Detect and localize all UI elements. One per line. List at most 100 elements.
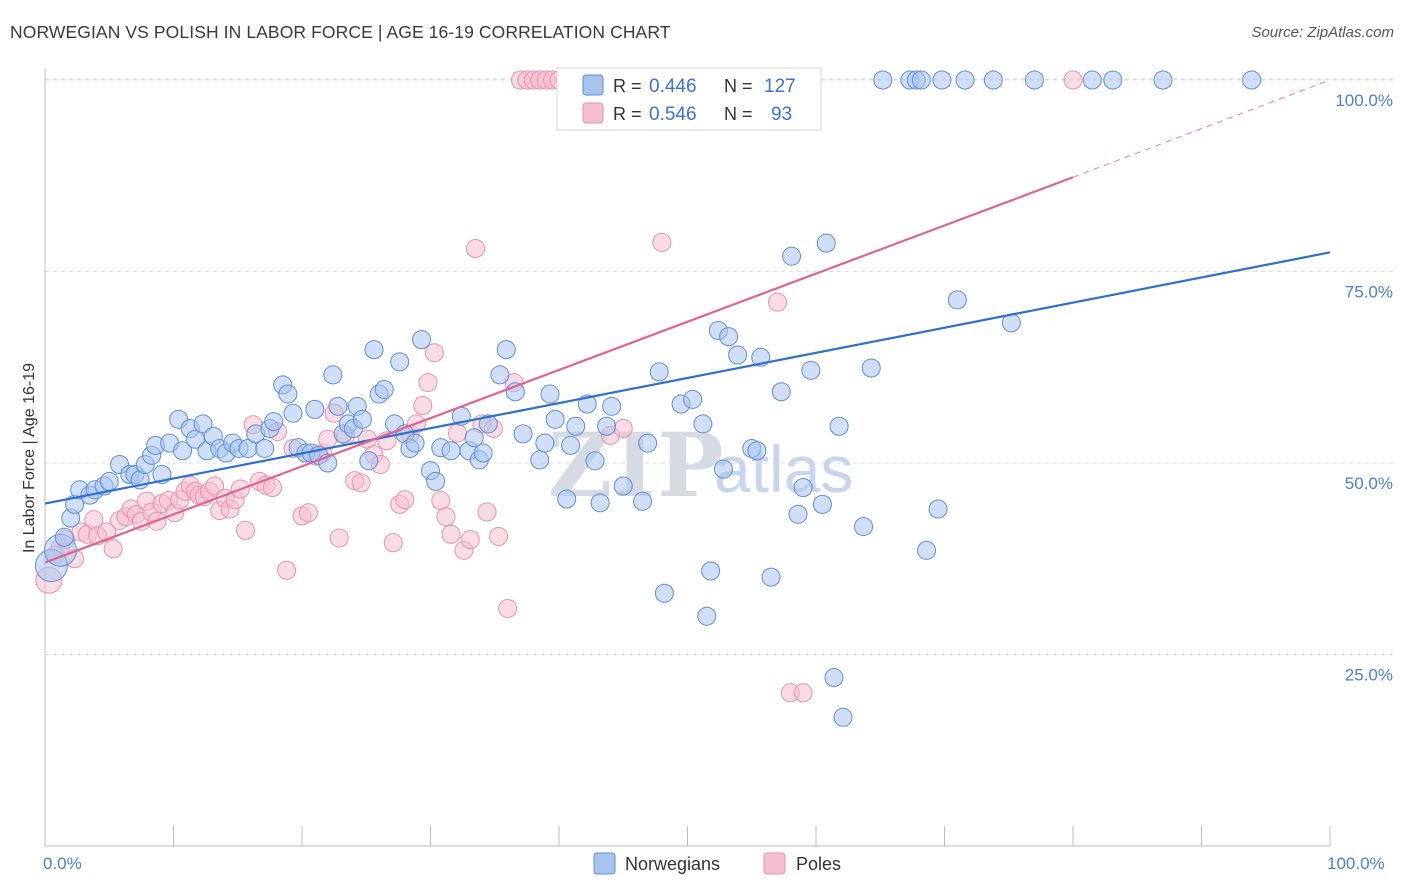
poles-point-29 <box>205 476 225 496</box>
norwegians-point-75 <box>530 450 550 470</box>
norwegians-point-86 <box>602 396 622 416</box>
norwegians-point-77 <box>540 384 560 404</box>
poles-point-95 <box>767 292 787 312</box>
y-tick-label-25: 25.0% <box>1345 666 1393 685</box>
norwegians-point-116 <box>861 358 881 378</box>
norwegians-point-64 <box>441 441 461 461</box>
poles-point-75 <box>489 527 509 547</box>
norwegians-point-128 <box>1024 70 1044 90</box>
poles-point-62 <box>413 396 433 416</box>
bottom-legend-poles: Poles <box>796 854 841 874</box>
legend-swatch-norwegians <box>582 74 604 96</box>
norwegians-point-71 <box>490 365 510 385</box>
poles-point-93 <box>613 419 633 439</box>
norwegians-point-99 <box>719 327 739 347</box>
norwegians-point-70 <box>478 414 498 434</box>
x-tick-label-0: 0.0% <box>43 854 82 873</box>
legend-r-label-poles: R = <box>613 104 642 124</box>
norwegians-point-67 <box>464 428 484 448</box>
norwegians-point-80 <box>561 435 581 455</box>
poles-point-64 <box>424 343 444 363</box>
poles-point-65 <box>431 491 451 511</box>
norwegians-point-72 <box>496 340 516 360</box>
legend-n-poles: 93 <box>771 104 792 125</box>
norwegians-point-106 <box>782 246 802 266</box>
norwegians-point-44 <box>323 365 343 385</box>
norwegians-point-50 <box>352 409 372 429</box>
poles-point-41 <box>277 560 297 580</box>
norwegians-point-54 <box>374 379 394 399</box>
norwegians-point-108 <box>793 478 813 498</box>
norwegians-point-60 <box>412 330 432 350</box>
norwegians-point-115 <box>854 517 874 537</box>
poles-point-71 <box>465 239 485 259</box>
y-tick-label-100: 100.0% <box>1335 91 1393 110</box>
norwegians-point-120 <box>911 70 931 90</box>
poles-point-94 <box>652 232 672 252</box>
norwegians-point-109 <box>801 360 821 380</box>
norwegians-point-37 <box>283 403 303 423</box>
norwegians-point-111 <box>816 233 836 253</box>
norwegians-point-51 <box>359 451 379 471</box>
norwegians-point-79 <box>557 489 577 509</box>
norwegians-point-129 <box>1082 70 1102 90</box>
norwegians-point-2 <box>54 527 74 547</box>
norwegians-point-124 <box>947 290 967 310</box>
norwegians-point-114 <box>833 707 853 727</box>
legend-r-norwegians: 0.446 <box>649 76 697 97</box>
norwegians-point-122 <box>928 499 948 519</box>
poles-point-63 <box>418 373 438 393</box>
norwegians-point-20 <box>172 441 192 461</box>
stats-legend: R = 0.446 N = 127 R = 0.546 N = 93 <box>556 67 822 131</box>
norwegians-point-23 <box>193 414 213 434</box>
bottom-legend-swatch-norwegians <box>593 852 616 875</box>
poles-point-52 <box>351 473 371 493</box>
poles-point-66 <box>436 507 456 527</box>
norwegians-point-34 <box>264 412 284 432</box>
norwegians-point-9 <box>99 471 119 491</box>
poles-point-57 <box>383 533 403 553</box>
y-tick-label-50: 50.0% <box>1345 474 1393 493</box>
norwegians-point-125 <box>955 70 975 90</box>
norwegians-point-105 <box>771 382 791 402</box>
norwegians-point-95 <box>697 606 717 626</box>
norwegians-trend-line <box>44 251 1331 505</box>
source-label: Source: ZipAtlas.com <box>1251 24 1394 41</box>
norwegians-point-84 <box>590 493 610 513</box>
poles-point-59 <box>395 490 415 510</box>
norwegians-point-132 <box>1242 70 1262 90</box>
norwegians-point-112 <box>824 667 844 687</box>
norwegians-point-131 <box>1153 70 1173 90</box>
norwegians-point-110 <box>812 494 832 514</box>
poles-points <box>35 70 1083 703</box>
poles-point-49 <box>329 528 349 548</box>
norwegians-point-104 <box>761 567 781 587</box>
norwegians-points <box>34 70 1262 727</box>
poles-point-35 <box>235 520 255 540</box>
bottom-legend-norwegians: Norwegians <box>625 854 720 874</box>
norwegians-point-102 <box>747 441 767 461</box>
norwegians-point-91 <box>654 583 674 603</box>
norwegians-point-69 <box>473 443 493 463</box>
legend-n-norwegians: 127 <box>764 76 796 97</box>
norwegians-point-89 <box>638 433 658 453</box>
y-axis-tick-labels: 25.0% 50.0% 75.0% 100.0% <box>1335 91 1393 685</box>
norwegians-point-41 <box>305 399 325 419</box>
poles-point-44 <box>298 503 318 523</box>
norwegians-point-123 <box>932 70 952 90</box>
legend-n-label-poles: N = <box>724 104 753 124</box>
norwegians-point-94 <box>693 414 713 434</box>
poles-point-97 <box>793 683 813 703</box>
norwegians-point-56 <box>390 352 410 372</box>
poles-point-98 <box>1063 70 1083 90</box>
legend-swatch-poles <box>582 102 604 124</box>
watermark-atlas: atlas <box>714 432 853 506</box>
norwegians-point-107 <box>788 504 808 524</box>
x-axis-ticks <box>44 826 1331 846</box>
norwegians-point-81 <box>566 416 586 436</box>
series-legend: Norwegians Poles <box>593 852 841 875</box>
norwegians-point-100 <box>728 345 748 365</box>
poles-point-68 <box>447 423 467 443</box>
poles-point-73 <box>477 502 497 522</box>
